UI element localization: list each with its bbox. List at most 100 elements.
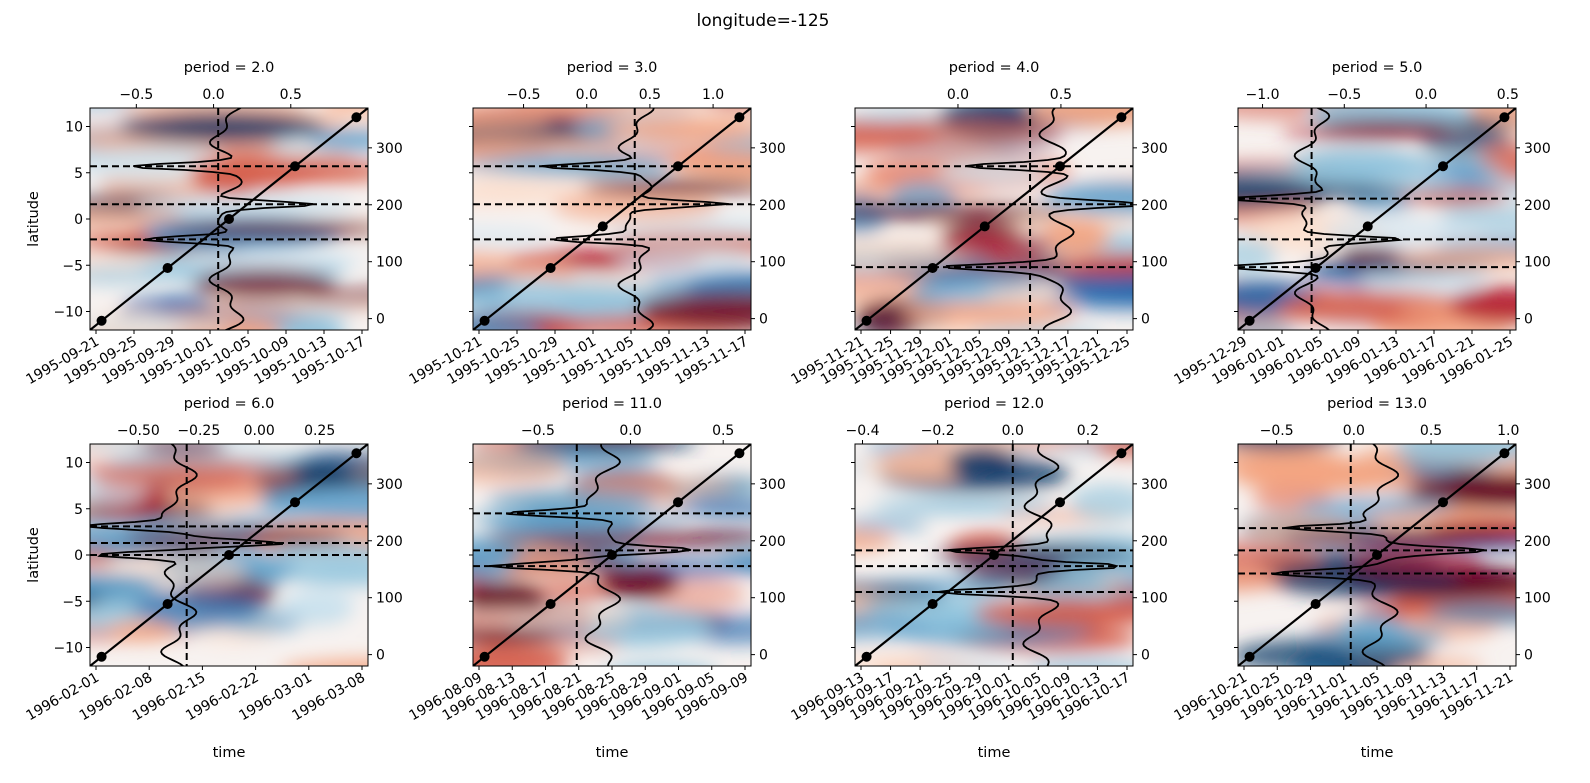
right-tick-label: 0 (1141, 648, 1150, 664)
trend-marker (734, 448, 745, 459)
right-tick-label: 0 (1141, 312, 1150, 328)
trend-marker (96, 651, 107, 662)
trend-marker (979, 221, 990, 232)
y-axis-label: latitude (26, 191, 42, 247)
trend-marker (290, 161, 301, 172)
top-tick-label: −0.5 (1260, 423, 1294, 439)
right-tick-label: 100 (376, 255, 403, 271)
y-tick-label: 5 (74, 166, 83, 182)
trend-marker (861, 315, 872, 326)
figure-suptitle: longitude=-125 (697, 11, 830, 31)
y-axis-label: latitude (26, 527, 42, 583)
right-tick-label: 200 (1141, 534, 1168, 550)
subplot-title: period = 4.0 (949, 60, 1040, 76)
y-tick-label: 10 (65, 456, 83, 472)
right-tick-label: 0 (1524, 312, 1533, 328)
y-tick-label: −5 (62, 594, 83, 610)
right-tick-label: 300 (1141, 141, 1168, 157)
y-tick-label: −10 (53, 641, 83, 657)
trend-marker (1438, 161, 1449, 172)
right-tick-label: 0 (1524, 648, 1533, 664)
right-tick-label: 300 (1524, 141, 1551, 157)
trend-marker (607, 550, 617, 560)
right-tick-label: 0 (376, 312, 385, 328)
trend-marker (1116, 448, 1127, 459)
top-tick-label: −0.5 (119, 87, 153, 103)
trend-marker (861, 651, 872, 662)
top-tick-label: 0.00 (244, 423, 275, 439)
trend-marker (597, 221, 608, 232)
right-tick-label: 200 (1141, 198, 1168, 214)
right-tick-label: 200 (1524, 198, 1551, 214)
right-tick-label: 100 (1141, 591, 1168, 607)
subplot-title: period = 11.0 (562, 396, 662, 412)
right-tick-label: 100 (1141, 255, 1168, 271)
top-tick-label: 0.0 (1343, 423, 1365, 439)
profile-line (541, 108, 729, 330)
top-tick-label: 0.5 (712, 423, 734, 439)
y-tick-label: 5 (74, 502, 83, 518)
subplot-title: period = 5.0 (1332, 60, 1423, 76)
y-tick-label: 0 (74, 212, 83, 228)
right-tick-label: 200 (759, 534, 786, 550)
top-tick-label: 0.5 (639, 87, 661, 103)
right-tick-label: 100 (376, 591, 403, 607)
trend-marker (927, 599, 938, 610)
profile-line (945, 108, 1133, 330)
profile-line (489, 444, 692, 666)
profile-line (1238, 108, 1404, 330)
trend-marker (1055, 161, 1066, 172)
right-tick-label: 100 (759, 591, 786, 607)
trend-line (1238, 108, 1516, 330)
heatmap-field (1238, 108, 1516, 330)
right-tick-label: 200 (1524, 534, 1551, 550)
top-tick-label: 1.0 (702, 87, 724, 103)
y-tick-label: −5 (62, 258, 83, 274)
top-tick-label: 0.0 (576, 87, 598, 103)
top-tick-label: 0.5 (1420, 423, 1442, 439)
trend-marker (1372, 550, 1382, 560)
top-tick-label: 0.0 (1415, 87, 1437, 103)
top-tick-label: 1.0 (1497, 423, 1519, 439)
trend-marker (673, 497, 684, 508)
trend-marker (351, 112, 362, 123)
top-tick-label: 0.0 (619, 423, 641, 439)
top-tick-label: −0.5 (521, 423, 555, 439)
right-tick-label: 100 (759, 255, 786, 271)
right-tick-label: 300 (376, 141, 403, 157)
trend-marker (224, 214, 234, 224)
right-tick-label: 300 (759, 477, 786, 493)
top-tick-label: −0.2 (921, 423, 955, 439)
top-tick-label: 0.0 (947, 87, 969, 103)
trend-marker (1499, 112, 1510, 123)
x-axis-label: time (978, 745, 1011, 761)
trend-marker (989, 550, 999, 560)
trend-line (473, 108, 751, 330)
trend-marker (96, 315, 107, 326)
right-tick-label: 200 (759, 198, 786, 214)
trend-marker (545, 599, 556, 610)
subplot-title: period = 13.0 (1327, 396, 1427, 412)
profile-line (1271, 444, 1485, 666)
trend-marker (1499, 448, 1510, 459)
right-tick-label: 0 (759, 312, 768, 328)
right-tick-label: 300 (1141, 477, 1168, 493)
subplot-title: period = 6.0 (184, 396, 275, 412)
y-tick-label: −10 (53, 305, 83, 321)
top-tick-label: 0.5 (280, 87, 302, 103)
right-tick-label: 200 (376, 534, 403, 550)
right-tick-label: 0 (759, 648, 768, 664)
right-tick-label: 300 (1524, 477, 1551, 493)
top-tick-label: −0.5 (1327, 87, 1361, 103)
subplot-title: period = 12.0 (944, 396, 1044, 412)
trend-marker (1362, 221, 1373, 232)
subplot-title: period = 2.0 (184, 60, 275, 76)
profile-line (90, 444, 284, 666)
trend-marker (734, 112, 745, 123)
trend-marker (351, 448, 362, 459)
